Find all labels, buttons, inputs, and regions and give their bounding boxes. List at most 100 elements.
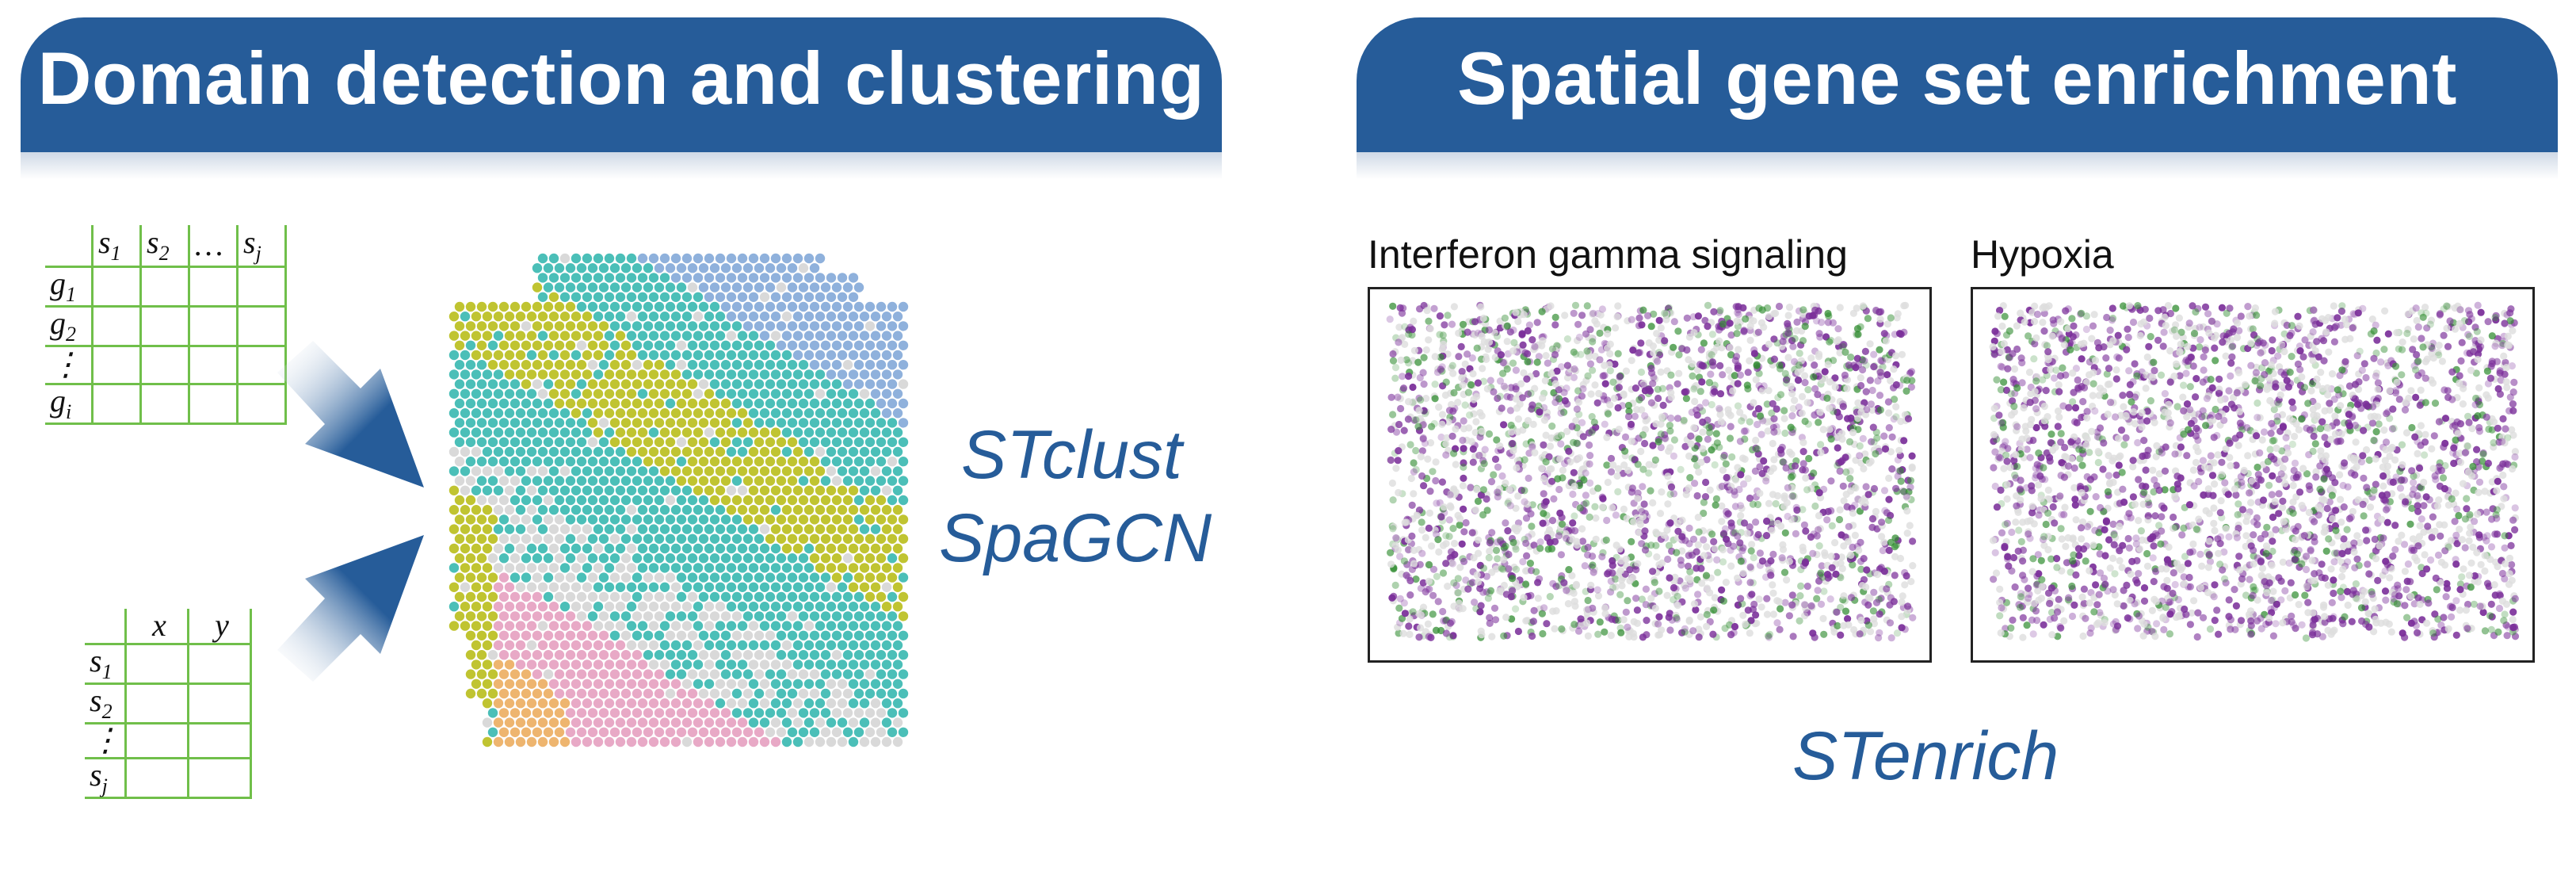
enrichment-spot [1514,627,1522,636]
tissue-spot [626,485,637,495]
tissue-spot [842,611,853,621]
enrichment-spot [1783,376,1791,384]
tissue-spot [820,418,831,428]
enrichment-spot [1750,399,1757,407]
tissue-spot [659,273,670,283]
tissue-spot [604,698,615,709]
tissue-spot [731,611,742,621]
enrichment-spot [1902,492,1910,500]
tissue-spot [704,427,715,438]
tissue-spot [820,572,831,583]
enrichment-spot [1638,406,1646,414]
tissue-spot [554,495,565,506]
tissue-spot [853,650,864,660]
enrichment-spot [1864,594,1872,602]
enrichment-panel-interferon [1368,287,1932,663]
enrichment-spot [1843,384,1851,392]
tissue-spot [626,369,637,380]
tissue-spot [842,553,853,564]
tissue-spot [831,727,842,737]
enrichment-spot [1759,417,1767,425]
tissue-spot [892,369,903,380]
tissue-spot [526,524,537,534]
tissue-spot [609,360,620,370]
tissue-spot [831,418,842,428]
enrichment-spot [1528,522,1536,530]
tissue-spot [748,717,759,728]
enrichment-spot [1551,537,1559,545]
tissue-spot [876,398,887,409]
enrichment-spot [1512,545,1520,553]
tissue-spot [532,321,543,331]
enrichment-spot [1605,361,1613,369]
enrichment-spot [1784,323,1792,331]
tissue-spot [765,476,776,486]
enrichment-spot [1638,595,1646,603]
tissue-spot [704,524,715,534]
tissue-spot [637,253,648,264]
tissue-spot [881,312,892,322]
enrichment-spot [2134,438,2142,447]
enrichment-spot [1719,545,1727,554]
tissue-spot [637,505,648,515]
tissue-spot [881,350,892,361]
tissue-spot [870,369,881,380]
tissue-spot [559,292,571,302]
enrichment-spot [1605,568,1612,576]
tissue-spot [842,591,853,602]
enrichment-spot [1508,575,1517,583]
enrichment-spot [1731,476,1739,484]
enrichment-spot [2174,449,2182,457]
tissue-spot [604,446,615,457]
tissue-spot [787,457,798,467]
enrichment-spot [1791,396,1799,404]
matrix-corner [85,609,127,645]
tissue-spot [693,660,704,670]
tissue-spot [654,418,665,428]
tissue-spot [676,708,687,718]
tissue-spot [864,398,876,409]
tissue-spot [532,437,543,447]
enrichment-spot [1438,363,1446,371]
tissue-spot [881,679,892,689]
tissue-spot [454,301,465,312]
enrichment-spot [1769,610,1777,618]
enrichment-spot [1689,535,1698,543]
enrichment-spot [1542,352,1550,360]
enrichment-spot [1746,563,1754,571]
tissue-spot [509,418,521,428]
tissue-spot [537,640,548,651]
tissue-spot [687,514,698,525]
tissue-spot [798,398,809,409]
enrichment-spot [1589,561,1597,569]
tissue-spot [848,312,859,322]
tissue-spot [637,466,648,476]
tissue-spot [715,621,726,631]
tissue-spot [509,533,521,544]
matrix-row-header: sj [85,756,127,799]
tissue-spot [654,514,665,525]
tissue-spot [742,282,754,292]
tissue-spot [693,582,704,592]
enrichment-spot [1394,393,1402,401]
enrichment-spot [1494,394,1502,403]
tissue-spot [670,350,681,361]
tissue-spot [798,688,809,699]
enrichment-spot [1555,532,1563,540]
tissue-spot [815,698,826,709]
tissue-spot [554,321,565,331]
tissue-spot [465,398,476,409]
enrichment-spot [1690,424,1698,432]
tissue-spot [798,669,809,679]
enrichment-spot [1903,494,1911,502]
tissue-spot [853,457,864,467]
tissue-spot [521,708,532,718]
tissue-spot [781,350,792,361]
tissue-spot [698,591,709,602]
enrichment-spot [1551,321,1559,329]
enrichment-spot [1474,578,1483,586]
enrichment-spot [1567,458,1574,466]
enrichment-spot [1399,373,1406,380]
enrichment-spot [2199,378,2207,386]
tissue-spot [670,679,681,689]
